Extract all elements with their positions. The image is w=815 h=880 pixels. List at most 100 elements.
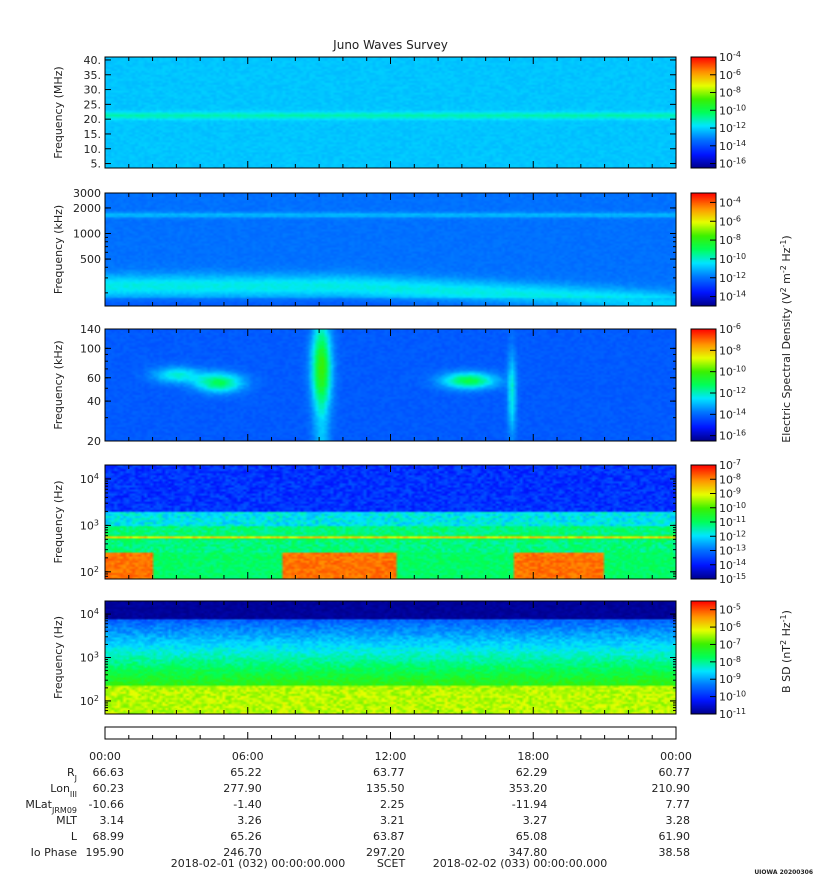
y-tick-label: 1000 [73, 228, 101, 241]
colorbar-tick-label: 10-13 [719, 543, 746, 558]
colorbar-tick-label: 10-8 [719, 85, 741, 100]
colorbar-tick-label: 10-7 [719, 637, 741, 652]
colorbar [691, 57, 716, 168]
ephemeris-value: 3.26 [237, 814, 262, 827]
ephemeris-row-label: MLT [56, 814, 77, 827]
colorbar-tick-label: 10-12 [719, 386, 746, 401]
ephemeris-row-label: L [71, 830, 78, 843]
ephemeris-value: 353.20 [509, 782, 548, 795]
y-tick-label: 15. [84, 128, 102, 141]
ephemeris-value: 60.23 [93, 782, 125, 795]
scet-start: 2018-02-01 (032) 00:00:00.000 [171, 857, 345, 870]
time-tick-label: 00:00 [89, 750, 121, 763]
spectrogram-panel-1: 5. 10. 15. 20. 25.30. 35. 40. Frequency (MHz) 10… [52, 50, 746, 171]
y-tick-label: 104 [80, 607, 99, 622]
uiowa-stamp: UIOWA 20200306 [754, 869, 813, 876]
spectrogram-image [105, 193, 676, 306]
colorbar-tick-label: 10-8 [719, 343, 741, 358]
y-tick-label: 5. [91, 158, 102, 171]
colorbar [691, 193, 716, 306]
ephemeris-value: 63.87 [373, 830, 405, 843]
ephemeris-value: 135.50 [366, 782, 405, 795]
ephemeris-value: 61.90 [659, 830, 691, 843]
y-tick-label: 25. [84, 98, 102, 111]
y-tick-label: 103 [80, 518, 99, 533]
ephemeris-value: 3.14 [100, 814, 125, 827]
ephemeris-value: 68.99 [93, 830, 125, 843]
scet-end: 2018-02-02 (033) 00:00:00.000 [433, 857, 607, 870]
colorbar-tick-label: 10-10 [719, 251, 746, 266]
ephemeris-value: 7.77 [666, 798, 691, 811]
colorbar-tick-label: 10-4 [719, 50, 741, 65]
colorbar-tick-label: 10-14 [719, 138, 746, 153]
spectrogram-image [105, 57, 676, 168]
colorbar-tick-label: 10-14 [719, 289, 746, 304]
time-tick-label: 00:00 [660, 750, 692, 763]
colorbar-tick-label: 10-5 [719, 602, 741, 617]
ephemeris-value: 347.80 [509, 846, 548, 859]
colorbar-tick-label: 10-7 [719, 458, 741, 473]
ephemeris-value: 65.22 [230, 766, 262, 779]
ephemeris-value: 195.90 [86, 846, 125, 859]
spectrogram-panel-4: 102 103 104 Frequency (Hz) 10-710-810-910-10… [52, 458, 746, 587]
y-tick-label: 102 [80, 693, 99, 708]
y-tick-label: 60 [87, 372, 101, 385]
ephemeris-value: 66.63 [93, 766, 125, 779]
time-tick-label: 18:00 [517, 750, 549, 763]
y-tick-label: 102 [80, 564, 99, 579]
y-tick-label: 3000 [73, 187, 101, 200]
ephemeris-value: 63.77 [373, 766, 405, 779]
ephemeris-row-label: Io Phase [31, 846, 78, 859]
y-tick-label: 20 [87, 435, 101, 448]
ephemeris-row-label: RJ [67, 766, 77, 783]
colorbar-frame [690, 56, 717, 169]
ephemeris-value: 277.90 [223, 782, 262, 795]
ephemeris-value: 65.08 [516, 830, 548, 843]
colorbar-tick-label: 10-8 [719, 233, 741, 248]
time-tick-label: 12:00 [375, 750, 407, 763]
colorbar-frame [690, 600, 717, 715]
y-axis-label: Frequency (MHz) [52, 66, 65, 158]
spectrogram-image [105, 465, 676, 579]
spectrogram-panel-3: 20 40 60 100 140 Frequency (kHz) 10-6 10-8 10-10… [52, 322, 746, 449]
colorbar-tick-label: 10-10 [719, 500, 746, 515]
ephemeris-value: 297.20 [366, 846, 405, 859]
colorbar-frame [690, 328, 717, 442]
ephemeris-value: 210.90 [652, 782, 691, 795]
ephemeris-value: -11.94 [512, 798, 547, 811]
ephemeris-value: 3.27 [523, 814, 548, 827]
ephemeris-value: 2.25 [380, 798, 405, 811]
figure-title: Juno Waves Survey [332, 38, 448, 52]
y-tick-label: 100 [80, 342, 101, 355]
ephemeris-axis: 00:00 06:00 12:00 18:00 00:00 RJ 66.63 65.22 63.… [25, 726, 692, 870]
colorbar-tick-label: 10-11 [719, 515, 746, 530]
colorbar-tick-label: 10-14 [719, 557, 746, 572]
y-axis-label: Frequency (Hz) [52, 481, 65, 564]
colorbar-tick-label: 10-9 [719, 486, 741, 501]
y-axis-label: Frequency (kHz) [52, 205, 65, 294]
ephemeris-value: 3.28 [666, 814, 691, 827]
ephemeris-value: 62.29 [516, 766, 548, 779]
colorbar-tick-label: 10-10 [719, 103, 746, 118]
ephemeris-value: 246.70 [223, 846, 262, 859]
colorbar-tick-label: 10-8 [719, 654, 741, 669]
colorbar-tick-label: 10-12 [719, 121, 746, 136]
colorbar-tick-label: 10-11 [719, 707, 746, 722]
y-tick-label: 35. [84, 69, 102, 82]
colorbar-tick-label: 10-15 [719, 572, 746, 587]
y-axis-label: Frequency (Hz) [52, 616, 65, 699]
colorbar-tick-label: 10-4 [719, 195, 741, 210]
y-axis-label: Frequency (kHz) [52, 340, 65, 429]
ephemeris-value: -10.66 [89, 798, 124, 811]
ephemeris-value: 65.26 [230, 830, 262, 843]
colorbar-tick-label: 10-8 [719, 472, 741, 487]
y-tick-label: 40. [84, 54, 102, 67]
ephemeris-value: 60.77 [659, 766, 691, 779]
colorbar-tick-label: 10-16 [719, 156, 746, 171]
ephemeris-row-label: MLatJRM09 [25, 798, 77, 815]
ephemeris-value: -1.40 [233, 798, 261, 811]
magnetic-colorbar-label: B SD (nT2 Hz-1) [779, 610, 794, 693]
y-tick-label: 104 [80, 471, 99, 486]
y-tick-label: 140 [80, 323, 101, 336]
colorbar-tick-label: 10-6 [719, 214, 741, 229]
